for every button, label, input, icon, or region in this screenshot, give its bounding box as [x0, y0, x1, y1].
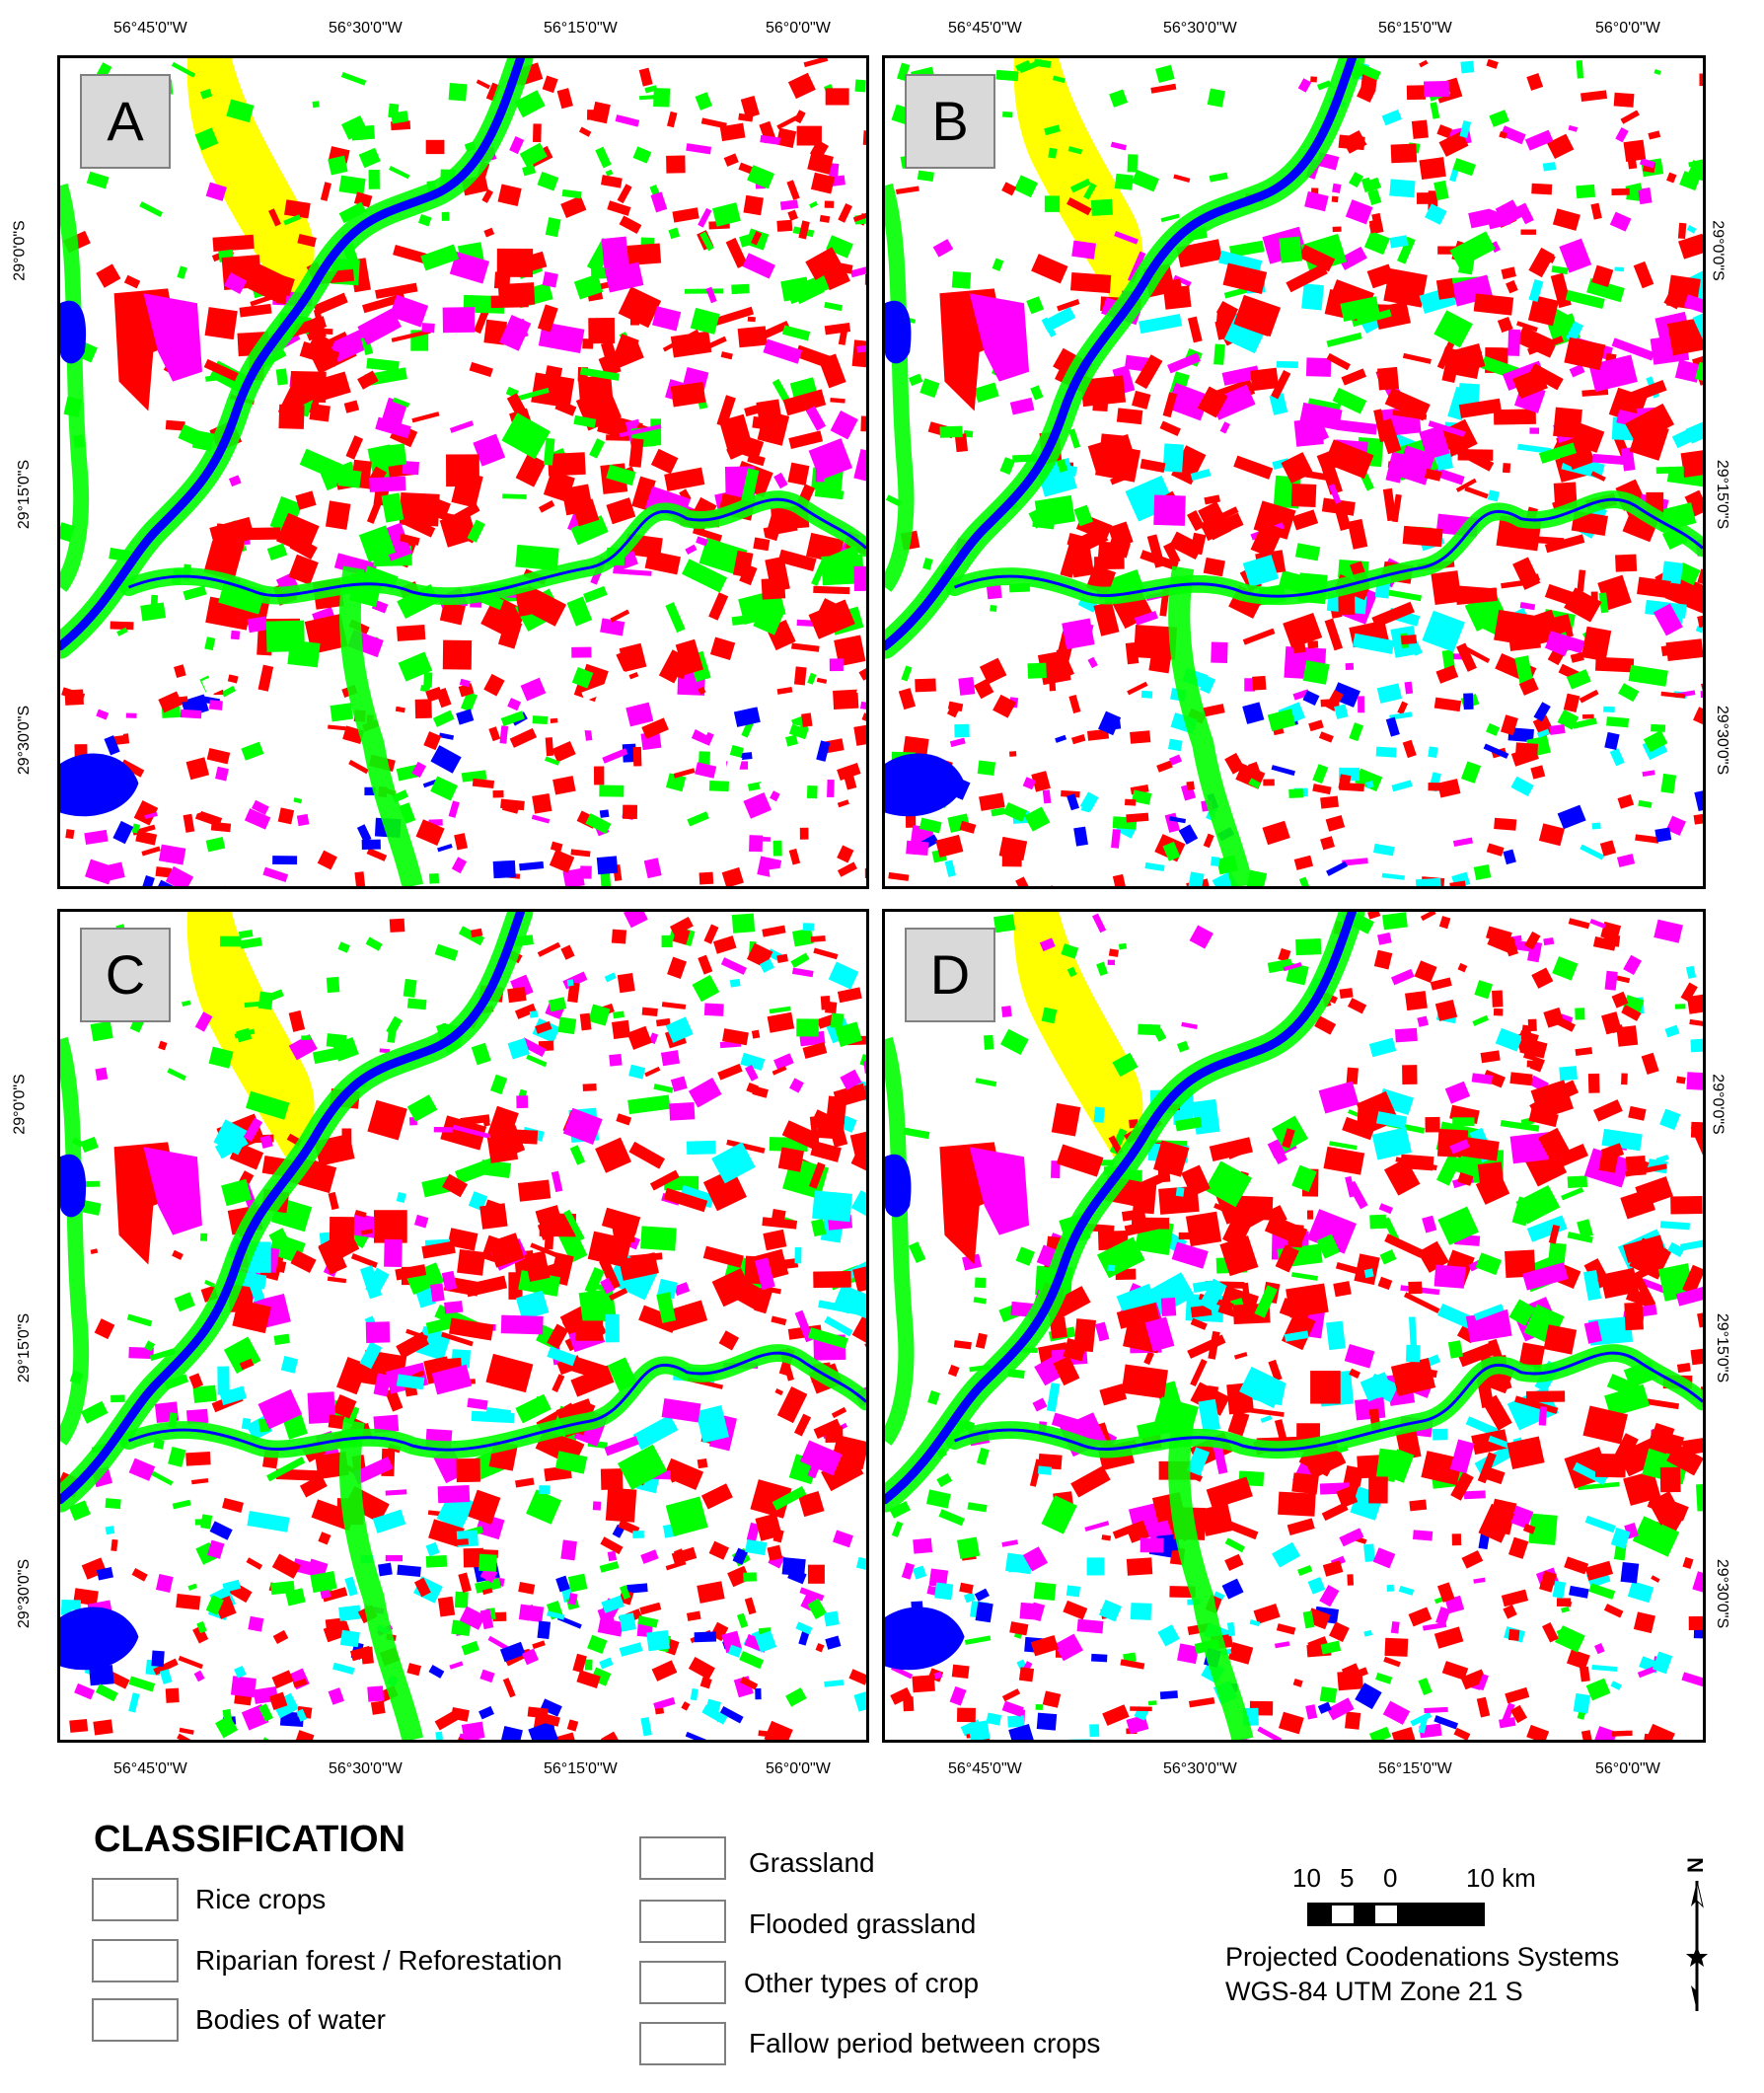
lon-tick: 56°15'0"W	[544, 1760, 618, 1777]
legend-label-grassland: Grassland	[749, 1847, 875, 1878]
lon-tick: 56°0'0"W	[766, 1760, 831, 1777]
lat-tick: 29°15'0"S	[16, 1312, 34, 1383]
lon-tick: 56°15'0"W	[1378, 20, 1452, 37]
scale-tick: 0	[1383, 1863, 1398, 1893]
map-panel-a: A	[57, 55, 869, 889]
legend-title: CLASSIFICATION	[94, 1819, 405, 1860]
legend-swatch-fallow	[639, 2022, 726, 2065]
legend-swatch-water	[92, 1998, 179, 2042]
map-panel-c: C	[57, 909, 869, 1743]
projection-line-1: Projected Coodenations Systems	[1225, 1942, 1620, 1972]
lat-tick: 29°0'0"S	[1709, 1074, 1727, 1135]
lon-tick: 56°45'0"W	[948, 20, 1022, 37]
classification-map	[885, 912, 1703, 1740]
panel-label: D	[905, 928, 995, 1022]
north-letter: N	[1683, 1857, 1708, 1873]
lat-tick: 29°15'0"S	[16, 459, 34, 530]
legend-label-riparian: Riparian forest / Reforestation	[195, 1945, 562, 1976]
legend-label-other-crop: Other types of crop	[744, 1968, 980, 1998]
lon-tick: 56°30'0"W	[329, 1760, 403, 1777]
lon-tick: 56°30'0"W	[1163, 20, 1237, 37]
legend-swatch-flooded	[639, 1900, 726, 1943]
map-panel-b: B	[882, 55, 1706, 889]
lon-tick: 56°0'0"W	[1595, 20, 1660, 37]
lon-tick: 56°45'0"W	[113, 1760, 187, 1777]
scale-tick: 10 km	[1466, 1863, 1536, 1893]
legend-swatch-rice	[92, 1878, 179, 1921]
panel-label: C	[80, 928, 171, 1022]
lon-tick: 56°30'0"W	[329, 20, 403, 37]
lat-tick: 29°30'0"S	[1714, 1558, 1731, 1629]
legend-swatch-other-crop	[639, 1961, 726, 2004]
panel-label: A	[80, 74, 171, 169]
lon-tick: 56°45'0"W	[948, 1760, 1022, 1777]
scale-bar	[1307, 1903, 1485, 1926]
lat-tick: 29°0'0"S	[11, 220, 29, 281]
lon-tick: 56°0'0"W	[1595, 1760, 1660, 1777]
lat-tick: 29°30'0"S	[16, 705, 34, 776]
lon-tick: 56°30'0"W	[1163, 1760, 1237, 1777]
lat-tick: 29°30'0"S	[1714, 705, 1731, 776]
scale-tick: 10	[1292, 1863, 1321, 1893]
scale-tick: 5	[1340, 1863, 1355, 1893]
lon-tick: 56°15'0"W	[1378, 1760, 1452, 1777]
lon-tick: 56°15'0"W	[544, 20, 618, 37]
legend-label-rice: Rice crops	[195, 1884, 327, 1914]
lat-tick: 29°0'0"S	[1709, 220, 1727, 281]
legend-label-flooded: Flooded grassland	[749, 1908, 977, 1939]
legend-label-water: Bodies of water	[195, 2004, 386, 2035]
map-panel-d: D	[882, 909, 1706, 1743]
lat-tick: 29°30'0"S	[16, 1558, 34, 1629]
classification-map	[885, 58, 1703, 886]
legend-swatch-riparian	[92, 1939, 179, 1982]
classification-map	[60, 58, 866, 886]
legend-label-fallow: Fallow period between crops	[749, 2028, 1101, 2058]
panel-label: B	[905, 74, 995, 169]
lon-tick: 56°0'0"W	[766, 20, 831, 37]
legend-swatch-grassland	[639, 1836, 726, 1880]
north-arrow-icon: N	[1683, 1857, 1708, 2011]
lat-tick: 29°0'0"S	[11, 1074, 29, 1135]
lat-tick: 29°15'0"S	[1714, 459, 1731, 530]
classification-map	[60, 912, 866, 1740]
lat-tick: 29°15'0"S	[1714, 1312, 1731, 1383]
lon-tick: 56°45'0"W	[113, 20, 187, 37]
projection-line-2: WGS-84 UTM Zone 21 S	[1225, 1977, 1523, 2006]
